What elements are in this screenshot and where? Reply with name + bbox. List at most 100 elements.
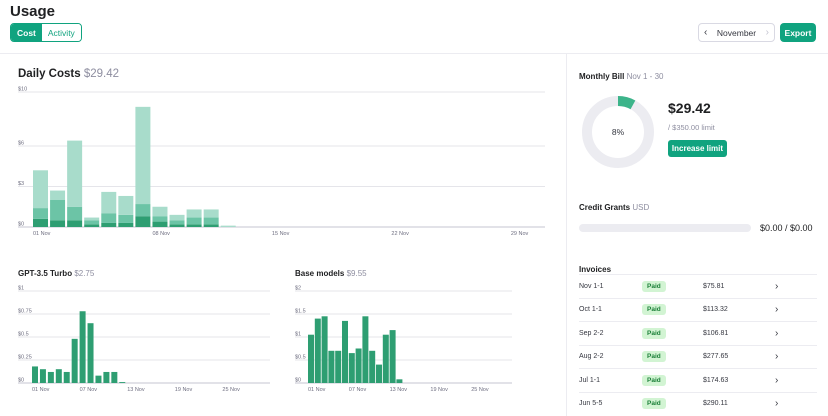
bar[interactable]	[169, 224, 185, 227]
bar[interactable]	[382, 334, 389, 383]
bar[interactable]	[95, 375, 102, 383]
bar[interactable]	[355, 348, 362, 384]
bar[interactable]	[67, 140, 83, 207]
y-tick-label: $2	[295, 286, 301, 292]
bar[interactable]	[32, 366, 38, 383]
bar[interactable]	[119, 382, 126, 383]
invoice-row[interactable]: Nov 1-1 Paid $75.81 ›	[579, 274, 817, 298]
chevron-right-icon[interactable]: ›	[775, 304, 779, 316]
bar[interactable]	[63, 371, 70, 383]
bar[interactable]	[33, 218, 48, 227]
y-tick-label: $0.25	[18, 355, 32, 361]
bar[interactable]	[67, 206, 83, 221]
y-tick-label: $0.5	[18, 332, 29, 338]
chevron-left-icon[interactable]: ‹	[704, 26, 708, 38]
bar[interactable]	[369, 350, 376, 383]
bar[interactable]	[348, 353, 355, 383]
bar[interactable]	[321, 316, 328, 383]
invoice-amount: $290.11	[703, 400, 728, 408]
bar[interactable]	[362, 316, 369, 383]
bar[interactable]	[101, 222, 117, 227]
chevron-right-icon[interactable]: ›	[775, 327, 779, 339]
chevron-right-icon[interactable]: ›	[775, 374, 779, 386]
bar[interactable]	[47, 371, 54, 383]
credit-grants-value: $0.00 / $0.00	[760, 223, 813, 233]
bar[interactable]	[314, 318, 321, 383]
bar[interactable]	[50, 190, 66, 200]
bar[interactable]	[118, 195, 134, 215]
bar[interactable]	[50, 200, 66, 221]
invoice-row[interactable]: Aug 2-2 Paid $277.65 ›	[579, 344, 817, 369]
bar[interactable]	[308, 334, 314, 383]
bar[interactable]	[335, 350, 342, 383]
x-tick-label: 01 Nov	[32, 387, 50, 393]
invoice-row[interactable]: Oct 1-1 Paid $113.32 ›	[579, 297, 817, 322]
header-divider	[0, 53, 828, 54]
daily-costs-total: $29.42	[83, 68, 120, 80]
bar[interactable]	[118, 214, 134, 223]
bar[interactable]	[101, 191, 117, 214]
credit-grants-label: Credit Grants	[579, 203, 631, 212]
bar[interactable]	[152, 216, 168, 222]
bar[interactable]	[101, 213, 117, 223]
bar[interactable]	[87, 323, 94, 383]
credit-grants-title: Credit Grants USD	[579, 203, 649, 212]
monthly-bill-label: Monthly Bill	[579, 72, 625, 81]
bar[interactable]	[39, 369, 46, 383]
x-tick-label: 22 Nov	[391, 231, 409, 237]
bar[interactable]	[55, 369, 62, 383]
bar[interactable]	[84, 220, 100, 225]
bar[interactable]	[84, 224, 100, 227]
bar[interactable]	[186, 209, 202, 218]
bar[interactable]	[79, 311, 86, 383]
x-tick-label: 01 Nov	[308, 387, 326, 393]
bar[interactable]	[67, 220, 83, 227]
y-tick-label: $3	[18, 181, 24, 187]
invoice-row[interactable]: Jul 1-1 Paid $174.63 ›	[579, 368, 817, 392]
bar[interactable]	[203, 217, 219, 225]
gpt35-total: $2.75	[74, 269, 95, 278]
x-tick-label: 29 Nov	[511, 231, 529, 237]
bar[interactable]	[203, 224, 219, 227]
chevron-right-icon[interactable]: ›	[775, 351, 779, 363]
tab-activity[interactable]: Activity	[41, 24, 81, 41]
bar[interactable]	[135, 106, 151, 205]
bar[interactable]	[50, 220, 66, 227]
invoice-amount: $106.81	[703, 329, 729, 337]
bar[interactable]	[203, 209, 219, 218]
bar[interactable]	[169, 214, 185, 221]
tab-cost[interactable]: Cost	[11, 24, 42, 41]
bar[interactable]	[152, 206, 168, 217]
bar[interactable]	[111, 371, 118, 383]
y-tick-label: $1	[18, 286, 24, 292]
chevron-right-icon[interactable]: ›	[765, 26, 769, 38]
invoice-date: Jul 1-1	[579, 376, 601, 384]
invoices-table: Nov 1-1 Paid $75.81 › Oct 1-1 Paid $113.32 › Sep…	[579, 274, 817, 415]
bar[interactable]	[186, 217, 202, 225]
bar[interactable]	[118, 222, 134, 227]
bar[interactable]	[389, 330, 396, 383]
export-button[interactable]: Export	[780, 23, 816, 42]
bar[interactable]	[33, 208, 48, 219]
invoices-title: Invoices	[579, 265, 612, 274]
bar[interactable]	[169, 220, 185, 225]
bar[interactable]	[152, 221, 168, 227]
bar[interactable]	[376, 364, 382, 383]
invoice-row[interactable]: Sep 2-2 Paid $106.81 ›	[579, 321, 817, 345]
bar[interactable]	[220, 225, 236, 227]
bar[interactable]	[103, 371, 110, 383]
invoice-row[interactable]: Jun 5-5 Paid $290.11 ›	[579, 391, 817, 416]
bar[interactable]	[342, 320, 348, 383]
bar[interactable]	[135, 216, 151, 227]
bar[interactable]	[396, 379, 403, 383]
bar[interactable]	[328, 350, 335, 383]
bar[interactable]	[33, 170, 48, 209]
bar[interactable]	[186, 224, 202, 227]
bar[interactable]	[71, 338, 78, 383]
increase-limit-button[interactable]: Increase limit	[668, 140, 727, 157]
bar[interactable]	[135, 204, 151, 217]
chevron-right-icon[interactable]: ›	[775, 280, 779, 292]
bar[interactable]	[84, 217, 100, 221]
chevron-right-icon[interactable]: ›	[775, 398, 779, 410]
gpt35-title: GPT-3.5 Turbo $2.75	[18, 269, 94, 278]
